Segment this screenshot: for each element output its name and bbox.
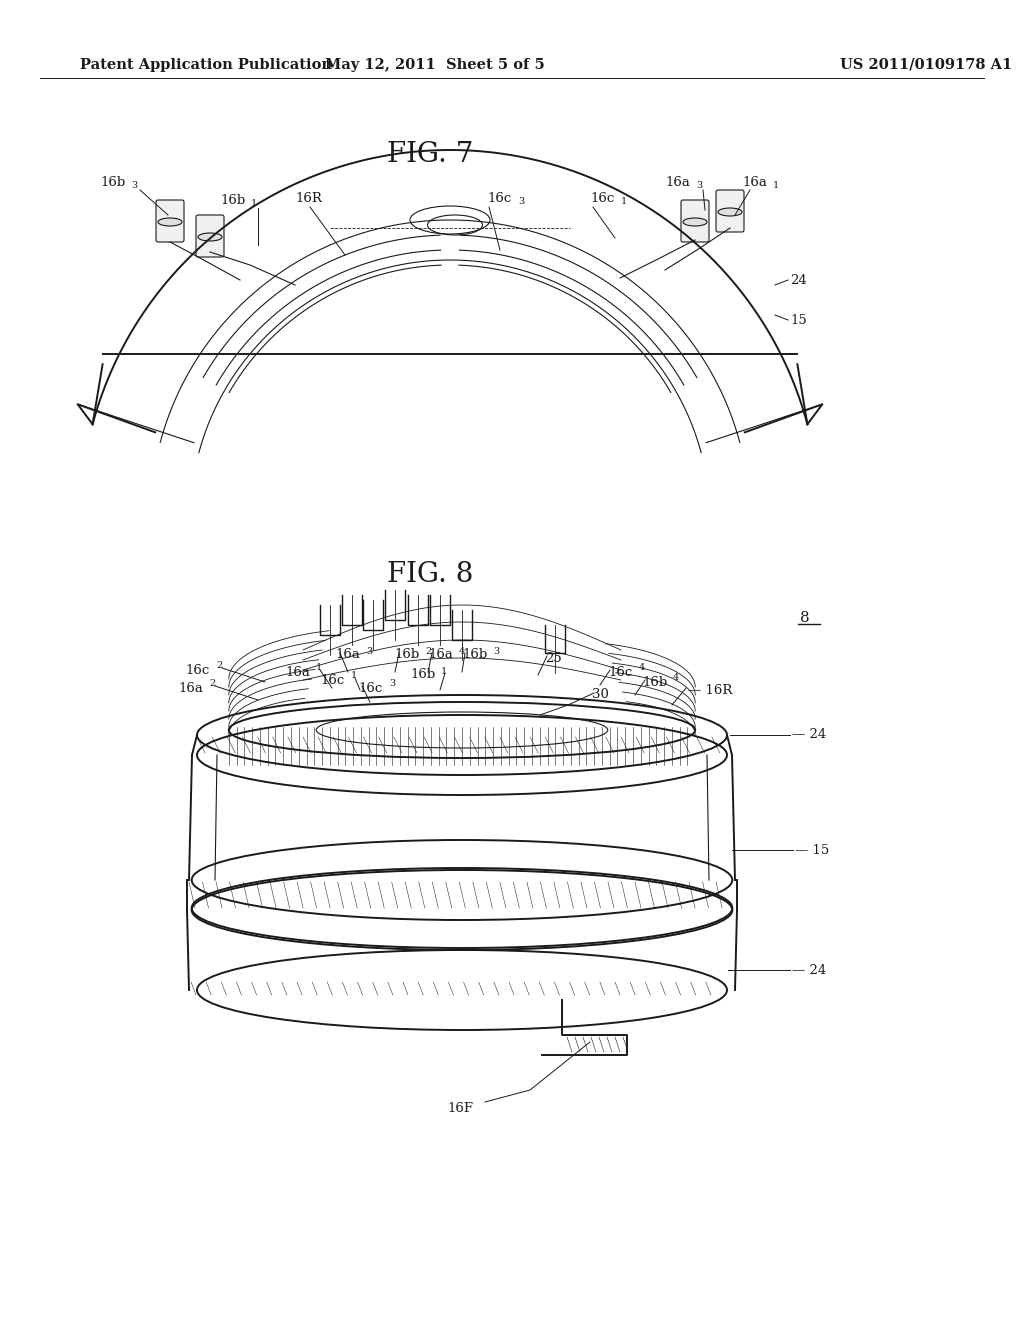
Text: 4: 4 (639, 664, 645, 672)
Text: 16b: 16b (220, 194, 246, 206)
Text: 16b: 16b (642, 676, 668, 689)
Text: 16c: 16c (319, 673, 344, 686)
Text: 1: 1 (773, 181, 779, 190)
Ellipse shape (198, 234, 222, 242)
Text: 1: 1 (351, 672, 357, 681)
Text: 16c: 16c (487, 191, 511, 205)
Ellipse shape (158, 218, 182, 226)
Text: 3: 3 (131, 181, 137, 190)
Text: 3: 3 (493, 647, 500, 656)
Ellipse shape (683, 218, 707, 226)
Text: 3: 3 (518, 198, 524, 206)
Text: 16c: 16c (590, 191, 614, 205)
Text: — 24: — 24 (792, 964, 826, 977)
Text: Patent Application Publication: Patent Application Publication (80, 58, 332, 73)
Text: 16a: 16a (335, 648, 359, 661)
Text: 24: 24 (790, 273, 807, 286)
Text: 1: 1 (251, 199, 257, 209)
Text: 15: 15 (790, 314, 807, 326)
FancyBboxPatch shape (156, 201, 184, 242)
Text: 1: 1 (316, 664, 323, 672)
FancyBboxPatch shape (716, 190, 744, 232)
Text: 16b: 16b (410, 668, 435, 681)
Text: FIG. 7: FIG. 7 (387, 141, 473, 169)
Text: 2: 2 (425, 647, 431, 656)
Text: 3: 3 (696, 181, 702, 190)
FancyBboxPatch shape (196, 215, 224, 257)
Text: 2: 2 (216, 661, 222, 671)
Text: 16b: 16b (100, 176, 125, 189)
Text: 16c: 16c (608, 665, 632, 678)
Text: FIG. 8: FIG. 8 (387, 561, 473, 589)
Text: — 16R: — 16R (688, 684, 732, 697)
FancyBboxPatch shape (681, 201, 709, 242)
Text: 16R: 16R (295, 191, 322, 205)
Text: 3: 3 (389, 680, 395, 689)
Text: 16F: 16F (447, 1101, 473, 1114)
Text: — 24: — 24 (792, 729, 826, 742)
Text: 16a: 16a (178, 681, 203, 694)
Text: 4: 4 (673, 673, 679, 682)
Text: 16b: 16b (462, 648, 487, 661)
Text: 16a: 16a (285, 665, 310, 678)
Text: 16c: 16c (185, 664, 209, 676)
Text: 8: 8 (800, 611, 810, 624)
Text: 25: 25 (545, 652, 562, 664)
Text: 3: 3 (366, 647, 373, 656)
Text: 2: 2 (209, 680, 215, 689)
Text: 16a: 16a (742, 176, 767, 189)
Text: 4: 4 (459, 647, 465, 656)
Text: 1: 1 (441, 667, 447, 676)
Text: May 12, 2011  Sheet 5 of 5: May 12, 2011 Sheet 5 of 5 (326, 58, 545, 73)
Text: 16a: 16a (665, 176, 690, 189)
Text: 16b: 16b (394, 648, 419, 661)
Text: 1: 1 (621, 198, 628, 206)
Text: — 15: — 15 (795, 843, 829, 857)
Text: 16c: 16c (358, 681, 382, 694)
Ellipse shape (718, 209, 742, 216)
Text: US 2011/0109178 A1: US 2011/0109178 A1 (840, 58, 1013, 73)
Text: 30: 30 (592, 689, 609, 701)
Text: 16a: 16a (428, 648, 453, 661)
